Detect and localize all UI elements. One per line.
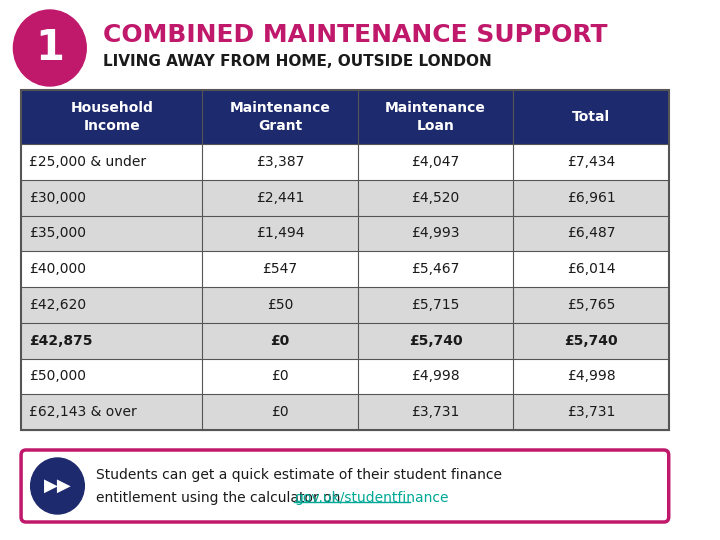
Text: Students can get a quick estimate of their student finance: Students can get a quick estimate of the… [96,468,502,482]
Text: Household
Income: Household Income [71,101,153,133]
Text: Total: Total [572,110,610,124]
Bar [21,323,669,359]
Text: £6,014: £6,014 [567,262,616,276]
Bar [21,251,669,287]
Text: £4,998: £4,998 [567,369,616,383]
Text: £0: £0 [271,369,289,383]
Bar [21,90,669,144]
Text: £5,715: £5,715 [411,298,460,312]
Bar [21,90,669,430]
Bar [21,287,669,323]
Text: £5,765: £5,765 [567,298,615,312]
Text: £42,875: £42,875 [29,334,92,348]
Text: £0: £0 [271,405,289,419]
Text: £3,387: £3,387 [256,155,305,169]
Text: £62,143 & over: £62,143 & over [29,405,137,419]
Text: £1,494: £1,494 [256,226,305,240]
Text: £50,000: £50,000 [29,369,86,383]
FancyBboxPatch shape [21,450,669,522]
Text: £0: £0 [271,334,289,348]
Text: £4,993: £4,993 [411,226,460,240]
Text: £5,467: £5,467 [411,262,460,276]
Text: £30,000: £30,000 [29,191,86,205]
Bar [21,394,669,430]
Text: £4,047: £4,047 [411,155,459,169]
Text: £5,740: £5,740 [409,334,462,348]
Text: £3,731: £3,731 [567,405,615,419]
Circle shape [31,458,84,514]
Text: £2,441: £2,441 [256,191,305,205]
Text: £25,000 & under: £25,000 & under [29,155,146,169]
Text: £4,998: £4,998 [411,369,460,383]
Text: £40,000: £40,000 [29,262,86,276]
Text: entitlement using the calculator on: entitlement using the calculator on [96,491,345,505]
Bar [21,144,669,180]
Text: £547: £547 [263,262,297,276]
Text: £5,740: £5,740 [564,334,618,348]
Bar [21,215,669,251]
Text: gov.uk/studentfinance: gov.uk/studentfinance [294,491,449,505]
Bar [21,359,669,394]
Text: £6,487: £6,487 [567,226,616,240]
Text: £7,434: £7,434 [567,155,615,169]
Text: Maintenance
Loan: Maintenance Loan [385,101,486,133]
Text: £50: £50 [267,298,293,312]
Circle shape [14,10,86,86]
Text: £42,620: £42,620 [29,298,86,312]
Text: ▶▶: ▶▶ [44,477,71,495]
Text: LIVING AWAY FROM HOME, OUTSIDE LONDON: LIVING AWAY FROM HOME, OUTSIDE LONDON [104,55,492,70]
Text: £6,961: £6,961 [567,191,616,205]
Bar [21,180,669,215]
Text: Maintenance
Grant: Maintenance Grant [230,101,330,133]
Text: £3,731: £3,731 [411,405,460,419]
Text: £35,000: £35,000 [29,226,86,240]
Text: 1: 1 [35,27,64,69]
Text: COMBINED MAINTENANCE SUPPORT: COMBINED MAINTENANCE SUPPORT [104,23,608,47]
Text: £4,520: £4,520 [411,191,459,205]
